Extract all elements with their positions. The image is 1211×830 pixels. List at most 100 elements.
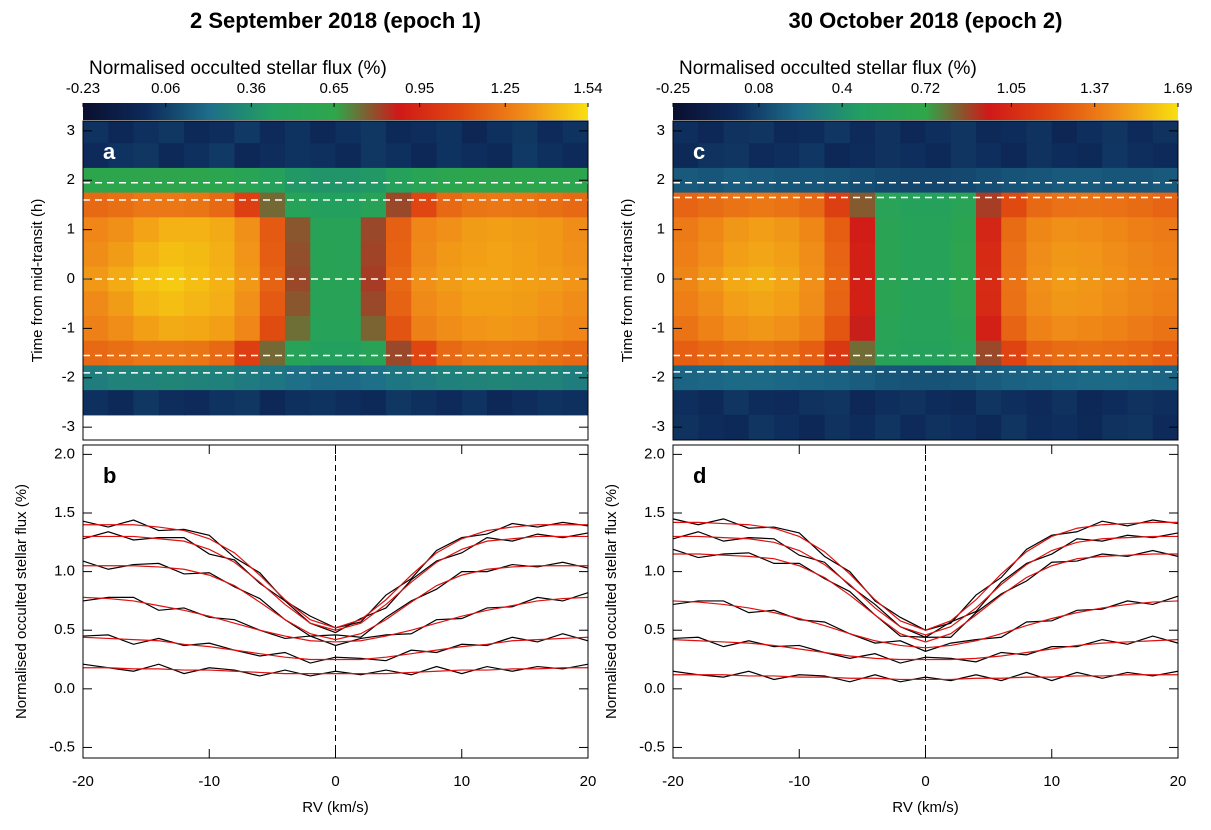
heatmap-cell	[184, 192, 210, 218]
panel-label: d	[693, 463, 706, 488]
heatmap-cell	[673, 241, 699, 268]
heatmap-cell	[950, 365, 977, 391]
heatmap-cell	[461, 241, 488, 268]
heatmap-cell	[950, 167, 977, 194]
heatmap-cell	[976, 217, 1002, 243]
heatmap-cell	[259, 291, 286, 317]
plot-frame	[82, 120, 589, 441]
heatmap-cell	[537, 121, 564, 144]
heatmap-cell	[774, 167, 800, 194]
colorbar-tick-label: -0.23	[66, 80, 100, 97]
heatmap-cell	[1051, 143, 1078, 169]
heatmap-cell	[1077, 143, 1103, 169]
heatmap-cell	[234, 121, 261, 144]
chart-title: 2 September 2018 (epoch 1)	[190, 8, 481, 33]
heatmap-cell	[184, 143, 210, 169]
heatmap-cell	[310, 121, 337, 144]
heatmap-cell	[1077, 291, 1103, 317]
heatmap-cell	[673, 390, 699, 416]
heatmap-cell	[1026, 167, 1053, 194]
heatmap-cell	[310, 291, 337, 317]
y-tick-label: 3	[657, 122, 665, 139]
heatmap-cell	[537, 316, 564, 342]
colorbar-tick-label: 1.25	[491, 80, 520, 97]
heatmap-cell	[950, 316, 977, 342]
heatmap-cell	[1051, 217, 1078, 243]
heatmap-cell	[158, 291, 185, 317]
heatmap-cell	[234, 192, 261, 218]
heatmap-cell	[1127, 340, 1154, 367]
heatmap-cell	[209, 217, 236, 243]
heatmap-cell	[133, 217, 160, 243]
heatmap-cell	[1077, 316, 1103, 342]
heatmap-cell	[133, 241, 160, 268]
heatmap-cell	[487, 167, 513, 194]
colorbar-tick-label: 0.4	[832, 80, 853, 97]
heatmap-cell	[849, 365, 876, 391]
heatmap-cell	[537, 340, 564, 367]
heatmap-cell	[335, 143, 362, 169]
heatmap-cell	[386, 291, 412, 317]
heatmap-cell	[259, 167, 286, 194]
heatmap-cell	[723, 121, 750, 144]
heatmap-cell	[824, 192, 851, 218]
heatmap-cell	[537, 192, 564, 218]
heatmap-cell	[209, 365, 236, 391]
heatmap-cell	[386, 143, 412, 169]
heatmap-cell	[512, 365, 539, 391]
heatmap-cell	[698, 143, 725, 169]
heatmap-cell	[698, 241, 725, 268]
heatmap-cell	[487, 121, 513, 144]
heatmap-cell	[461, 291, 488, 317]
heatmap-cell	[1051, 340, 1078, 367]
heatmap-cell	[900, 414, 927, 440]
plot-frame	[672, 120, 1179, 441]
heatmap-cell	[673, 340, 699, 367]
colorbar-tick-label: 0.36	[237, 80, 266, 97]
profile-line	[83, 524, 588, 629]
heatmap-cell	[875, 414, 901, 440]
heatmap-cell	[234, 291, 261, 317]
heatmap-cell	[436, 121, 463, 144]
y-tick-label: 2.0	[54, 445, 75, 462]
heatmap-cell	[1077, 390, 1103, 416]
y-tick-label: -0.5	[639, 738, 665, 755]
heatmap-cell	[360, 143, 387, 169]
x-tick-label: -20	[72, 773, 94, 790]
heatmap-cell	[849, 291, 876, 317]
heatmap-cell	[1026, 121, 1053, 144]
heatmap-cell	[512, 241, 539, 268]
heatmap-cell	[976, 340, 1002, 367]
heatmap-cell	[537, 217, 564, 243]
heatmap-cell	[259, 143, 286, 169]
heatmap-cell	[1026, 390, 1053, 416]
heatmap-cell	[234, 316, 261, 342]
heatmap-cell	[487, 365, 513, 391]
heatmap-cell	[824, 414, 851, 440]
profile-line	[672, 638, 1179, 661]
y-tick-label: 1.0	[54, 563, 75, 580]
heatmap-cell	[1051, 365, 1078, 391]
heatmap-cell	[259, 192, 286, 218]
heatmap-cell	[537, 143, 564, 169]
colorbar-label: Normalised occulted stellar flux (%)	[89, 58, 387, 79]
heatmap-cell	[799, 217, 826, 243]
heatmap-cell	[184, 167, 210, 194]
heatmap-cell	[774, 414, 800, 440]
heatmap-cell	[108, 241, 135, 268]
colorbar-label: Normalised occulted stellar flux (%)	[679, 58, 977, 79]
heatmap-cell	[976, 167, 1002, 194]
heatmap-cell	[108, 121, 135, 144]
heatmap-cell	[1051, 167, 1078, 194]
heatmap-cell	[1102, 340, 1129, 367]
heatmap-cell	[537, 365, 564, 391]
heatmap-cell	[411, 192, 438, 218]
colorbar-tick-label: 1.05	[997, 80, 1026, 97]
plot-frame	[82, 444, 589, 759]
heatmap-cell	[259, 217, 286, 243]
heatmap-cell	[673, 291, 699, 317]
heatmap-cell	[723, 167, 750, 194]
heatmap-cell	[411, 217, 438, 243]
profile-line	[672, 548, 1179, 638]
heatmap-cell	[698, 340, 725, 367]
